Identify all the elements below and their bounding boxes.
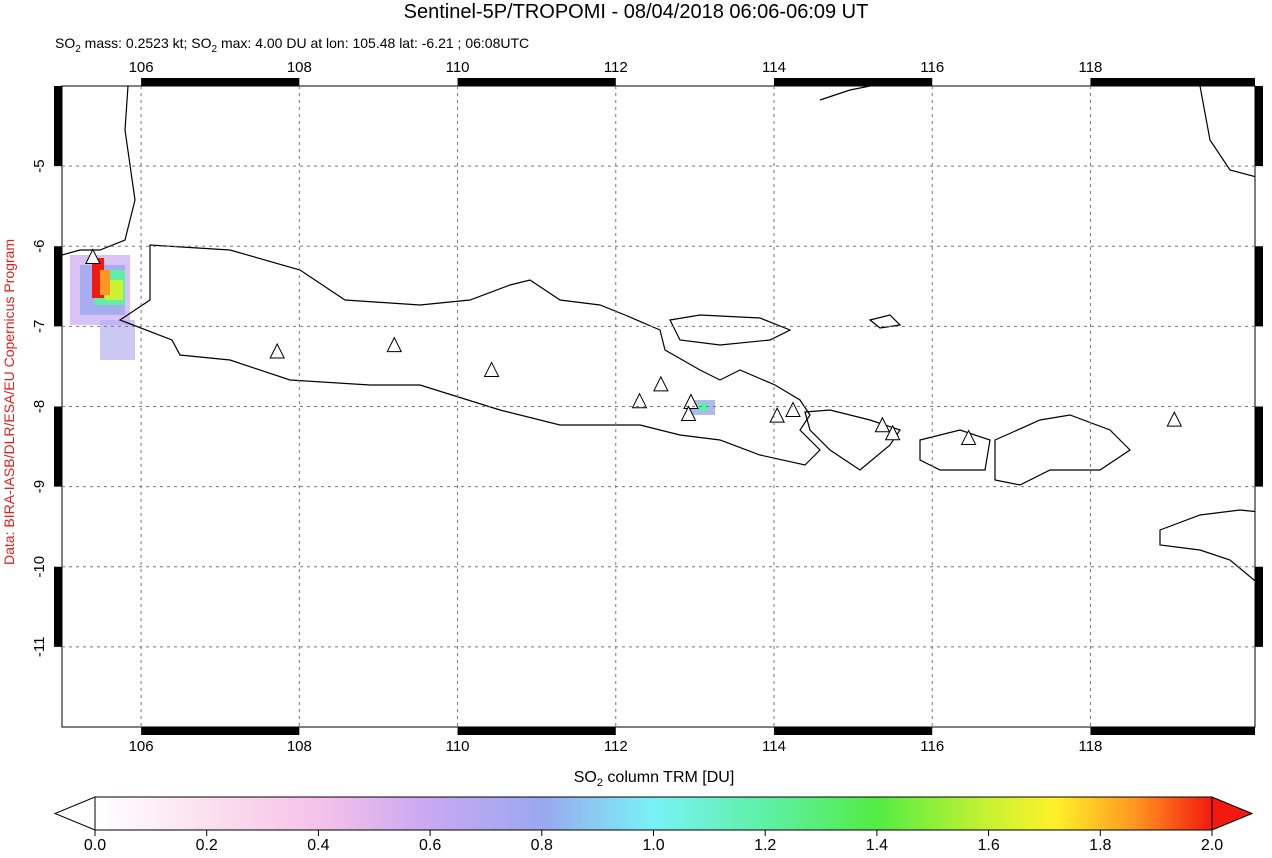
lat-tick-label: -5 xyxy=(31,159,48,172)
colorbar-tick-label: 0.2 xyxy=(196,837,218,853)
coastline xyxy=(1159,509,1255,582)
coastline xyxy=(804,409,901,471)
lon-tick-label: 110 xyxy=(446,738,470,755)
volcano xyxy=(769,406,785,423)
subtitle: SO2 mass: 0.2523 kt; SO2 max: 4.00 DU at… xyxy=(55,35,529,55)
frame-bar xyxy=(457,78,616,86)
volcano xyxy=(884,424,901,441)
lat-tick-label: -6 xyxy=(31,240,48,253)
colorbar-tick-label: 0.8 xyxy=(531,837,553,853)
volcano xyxy=(785,401,801,418)
lon-tick-label: 112 xyxy=(604,738,628,755)
colorbar-tick-label: 1.0 xyxy=(642,837,664,853)
volcano xyxy=(386,336,403,353)
lat-tick-label: -10 xyxy=(31,556,48,578)
lon-tick-label: 114 xyxy=(762,738,786,755)
colorbar-tick-label: 0.6 xyxy=(419,837,441,853)
label-part: column TRM [DU] xyxy=(603,769,734,786)
volcano xyxy=(680,405,697,422)
colorbar-tick-label: 1.4 xyxy=(866,837,888,853)
volcano xyxy=(683,393,699,409)
colorbar-tick-label: 0.0 xyxy=(84,837,106,853)
lon-tick-label: 110 xyxy=(446,59,470,76)
colorbar-tick-label: 0.4 xyxy=(307,837,329,853)
volcano xyxy=(631,392,648,409)
coastline xyxy=(868,314,902,329)
frame-bar xyxy=(54,406,62,487)
subtitle-part: mass: 0.2523 kt; SO xyxy=(81,35,212,51)
lat-tick-label: -9 xyxy=(31,480,48,493)
colorbar-tick-label: 1.2 xyxy=(754,837,776,853)
lat-tick-label: -6 xyxy=(1269,240,1272,253)
frame-bar xyxy=(54,246,62,327)
frame-bar xyxy=(54,566,62,647)
colorbar-over xyxy=(1211,796,1254,831)
lat-tick-label: -8 xyxy=(31,400,48,413)
label-part: 2 xyxy=(597,777,603,789)
volcano xyxy=(874,416,891,433)
colorbar xyxy=(94,796,1213,831)
colorbar-under xyxy=(53,796,96,831)
lat-tick-label: -11 xyxy=(1269,637,1272,658)
coastline xyxy=(919,429,991,471)
volcano xyxy=(960,429,977,446)
volcano xyxy=(483,361,500,377)
title: Sentinel-5P/TROPOMI - 08/04/2018 06:06-0… xyxy=(404,1,869,23)
coastline xyxy=(819,86,871,101)
lat-tick-label: -7 xyxy=(1269,320,1272,333)
map xyxy=(62,86,1255,582)
lon-tick-label: 118 xyxy=(1078,738,1102,755)
side-note: Data: BIRA-IASB/DLR/ESA/EU Copernicus Pr… xyxy=(1,239,17,565)
frame-bar xyxy=(141,78,300,86)
frame-bar xyxy=(1255,406,1263,487)
lon-tick-label: 108 xyxy=(287,738,312,755)
coastline xyxy=(669,314,792,346)
subtitle-part: 2 xyxy=(212,44,218,55)
lon-tick-label: 106 xyxy=(129,738,154,755)
frame-bar xyxy=(774,78,933,86)
colorbar-label: SO2 column TRM [DU] xyxy=(574,769,735,789)
lon-tick-label: 114 xyxy=(762,59,786,76)
coastline xyxy=(1199,86,1255,178)
lat-tick-label: -7 xyxy=(31,320,48,333)
frame-bar xyxy=(1255,86,1263,167)
lon-tick-label: 116 xyxy=(920,738,944,755)
lat-tick-label: -5 xyxy=(1269,159,1272,172)
lat-tick-label: -11 xyxy=(31,637,48,658)
lat-tick-label: -8 xyxy=(1269,400,1272,413)
volcano xyxy=(269,342,285,359)
colorbar-tick-label: 1.6 xyxy=(977,837,999,853)
frame-bar xyxy=(1090,78,1255,86)
frame-bar xyxy=(1255,246,1263,327)
lon-tick-label: 118 xyxy=(1078,59,1102,76)
coastline xyxy=(118,244,821,466)
volcano xyxy=(1166,411,1183,427)
volcano xyxy=(85,248,101,264)
frame-bar xyxy=(774,727,933,735)
lon-tick-label: 116 xyxy=(920,59,944,76)
frame-bar xyxy=(54,86,62,167)
coastline xyxy=(994,414,1131,486)
lon-tick-label: 108 xyxy=(287,59,312,76)
volcano xyxy=(653,375,669,392)
subtitle-part: max: 4.00 DU at lon: 105.48 lat: -6.21 ;… xyxy=(217,35,529,51)
label-part: SO xyxy=(574,769,597,786)
subtitle-part: SO xyxy=(55,35,75,51)
subtitle-part: 2 xyxy=(75,44,81,55)
coastline xyxy=(62,86,136,256)
lon-tick-label: 106 xyxy=(129,59,154,76)
lat-tick-label: -10 xyxy=(1269,556,1272,578)
frame-bar xyxy=(457,727,616,735)
lat-tick-label: -9 xyxy=(1269,480,1272,493)
lon-tick-label: 112 xyxy=(604,59,628,76)
colorbar-tick-label: 2.0 xyxy=(1201,837,1223,853)
so2-plume xyxy=(70,255,715,415)
frame-bar xyxy=(141,727,300,735)
frame-bar xyxy=(1090,727,1255,735)
frame-bar xyxy=(1255,566,1263,647)
colorbar-tick-label: 1.8 xyxy=(1089,837,1111,853)
